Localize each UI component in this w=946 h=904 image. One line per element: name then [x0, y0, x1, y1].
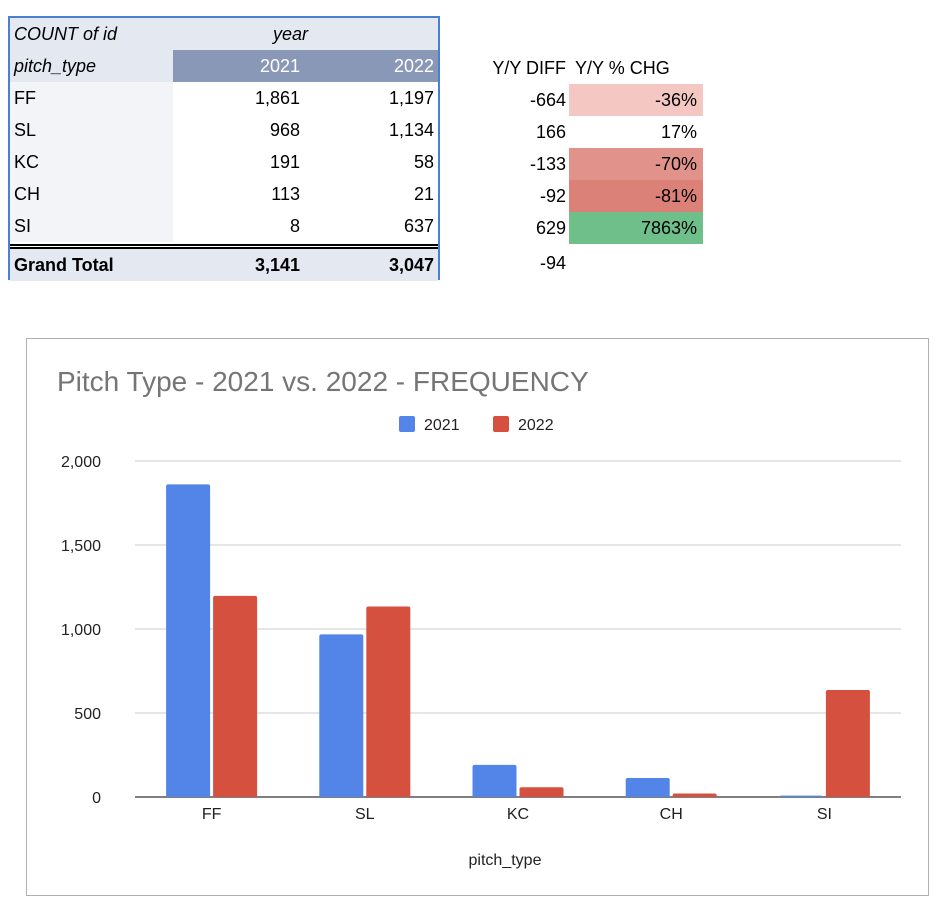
table-row: SL 968 1,134: [10, 114, 438, 146]
legend-label-2022: 2022: [518, 417, 554, 434]
bar-2022-CH: [672, 793, 717, 797]
x-tick-label: FF: [202, 806, 222, 823]
row-label[interactable]: SL: [10, 114, 173, 146]
grand-total-row: Grand Total 3,141 3,047: [10, 249, 438, 281]
table-row: SI 8 637: [10, 210, 438, 242]
x-tick-label: CH: [660, 806, 683, 823]
row-label[interactable]: FF: [10, 82, 173, 114]
bar-chart: Pitch Type - 2021 vs. 2022 - FREQUENCY 2…: [57, 366, 901, 869]
bars: [166, 484, 870, 798]
bar-2021-CH: [625, 778, 670, 797]
grand-total-label[interactable]: Grand Total: [10, 249, 173, 281]
total-divider: [10, 244, 438, 249]
grand-total-2021[interactable]: 3,141: [173, 249, 306, 281]
bar-2022-SI: [825, 689, 870, 797]
cell-2021[interactable]: 191: [269, 152, 300, 172]
chart-legend[interactable]: 2021 2022: [399, 416, 554, 434]
diff-cell[interactable]: -133: [529, 154, 566, 174]
row-label[interactable]: KC: [10, 146, 173, 178]
y-tick-label: 1,500: [61, 538, 101, 555]
legend-swatch-2022: [493, 416, 509, 432]
table-row: FF 1,861 1,197: [10, 82, 438, 114]
cell-2022[interactable]: 1,197: [388, 88, 434, 108]
grand-total-diff[interactable]: -94: [539, 253, 566, 273]
pct-cell[interactable]: 7863%: [569, 212, 703, 244]
bar-2021-FF: [166, 484, 211, 797]
diff-cell[interactable]: -664: [529, 90, 566, 110]
cell-2021[interactable]: 968: [269, 120, 300, 140]
x-tick-label: SI: [817, 806, 832, 823]
pct-cell[interactable]: -70%: [569, 148, 703, 180]
grand-total-2022[interactable]: 3,047: [306, 249, 438, 281]
x-axis-label: pitch_type: [469, 852, 542, 869]
x-tick-label: SL: [355, 806, 375, 823]
row-label[interactable]: SI: [10, 210, 173, 242]
y-tick-label: 500: [74, 706, 101, 723]
diff-cell[interactable]: 629: [535, 218, 566, 238]
bar-2021-KC: [472, 764, 517, 797]
pct-cell[interactable]: 17%: [569, 116, 703, 148]
bar-2022-SL: [366, 606, 411, 797]
cell-2022[interactable]: 58: [413, 152, 434, 172]
cell-2022[interactable]: 637: [403, 216, 434, 236]
y-tick-label: 2,000: [61, 454, 101, 471]
corner-label[interactable]: COUNT of id: [10, 18, 173, 50]
bar-2022-KC: [519, 787, 564, 797]
cell-2021[interactable]: 1,861: [254, 88, 300, 108]
y-tick-label: 0: [92, 790, 101, 807]
legend-swatch-2021: [399, 416, 415, 432]
bar-2021-SL: [319, 634, 364, 797]
cell-2022[interactable]: 1,134: [388, 120, 434, 140]
pivot-header-row-2: pitch_type 2021 2022: [10, 50, 438, 82]
year-2022-header[interactable]: 2022: [306, 50, 438, 82]
chart-container[interactable]: Pitch Type - 2021 vs. 2022 - FREQUENCY 2…: [26, 338, 929, 896]
year-label[interactable]: year: [173, 18, 438, 50]
cell-2021[interactable]: 8: [289, 216, 300, 236]
cell-2022[interactable]: 21: [413, 184, 434, 204]
bar-2022-FF: [213, 595, 258, 797]
diff-cell[interactable]: 166: [535, 122, 566, 142]
pivot-header-row-1: COUNT of id year: [10, 18, 438, 50]
x-tick-label: KC: [507, 806, 529, 823]
chart-title: Pitch Type - 2021 vs. 2022 - FREQUENCY: [57, 366, 589, 397]
pivot-table: COUNT of id year pitch_type 2021 2022 FF…: [8, 16, 440, 281]
row-header-label[interactable]: pitch_type: [10, 50, 173, 82]
year-2021-header[interactable]: 2021: [173, 50, 306, 82]
pct-cell[interactable]: -81%: [569, 180, 703, 212]
table-row: CH 113 21: [10, 178, 438, 210]
diff-cell[interactable]: -92: [539, 186, 566, 206]
table-row: KC 191 58: [10, 146, 438, 178]
diff-header[interactable]: Y/Y DIFF: [492, 58, 566, 78]
y-tick-label: 1,000: [61, 622, 101, 639]
pct-cell[interactable]: -36%: [569, 84, 703, 116]
row-label[interactable]: CH: [10, 178, 173, 210]
legend-label-2021: 2021: [424, 417, 460, 434]
x-axis-ticks: FF SL KC CH SI: [202, 806, 832, 823]
pct-header[interactable]: Y/Y % CHG: [575, 58, 670, 78]
grid-lines: 0 500 1,000 1,500 2,000: [61, 454, 901, 807]
bar-2021-SI: [778, 795, 823, 798]
cell-2021[interactable]: 113: [271, 184, 300, 204]
